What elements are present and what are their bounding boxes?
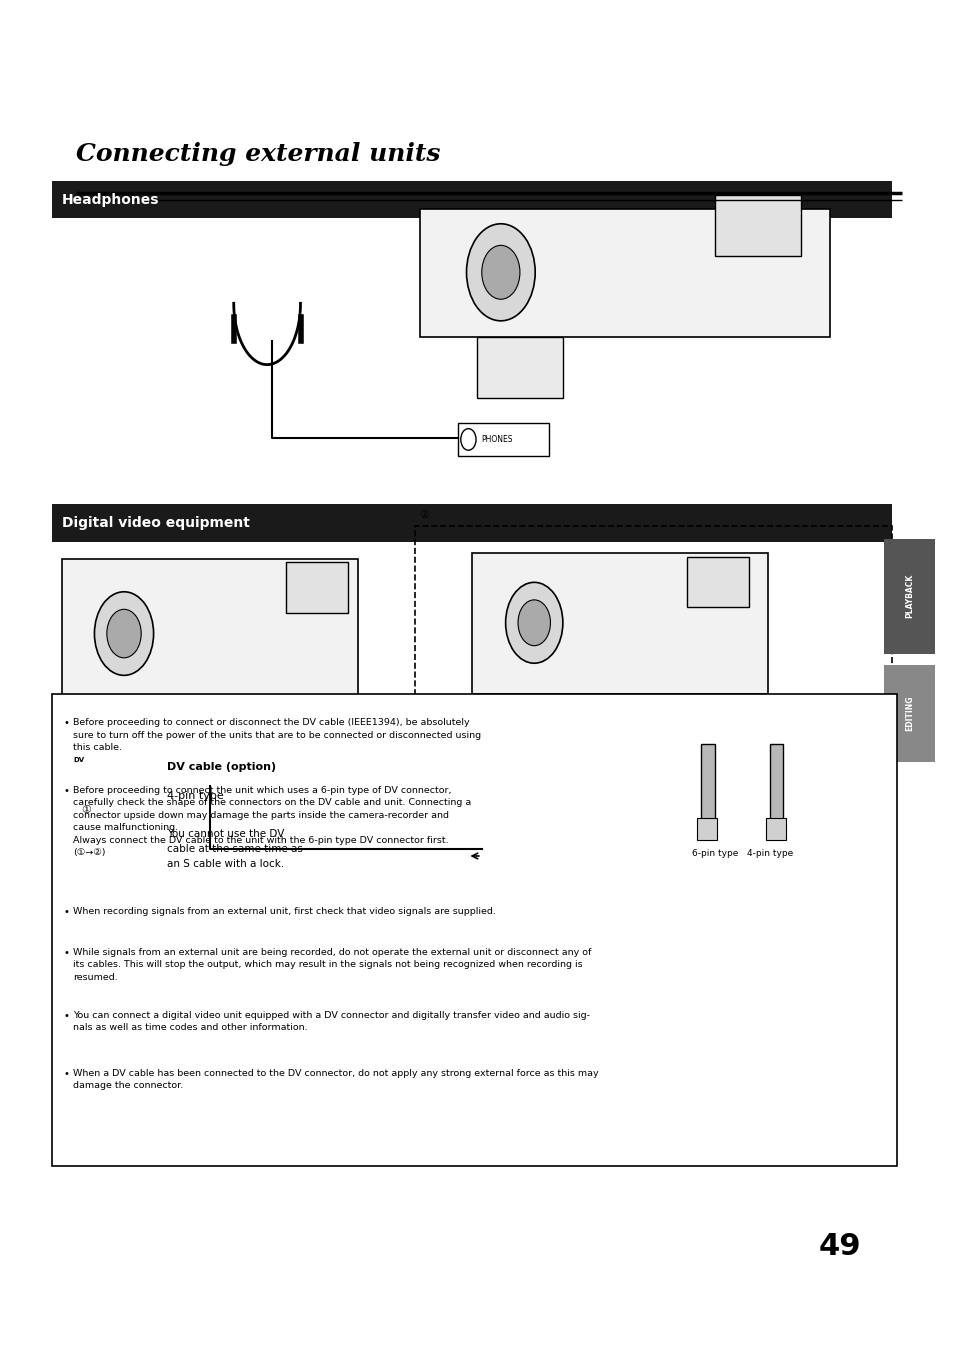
- FancyBboxPatch shape: [883, 665, 934, 762]
- FancyBboxPatch shape: [52, 694, 896, 1166]
- Circle shape: [107, 609, 141, 658]
- FancyBboxPatch shape: [286, 562, 348, 613]
- Text: While signals from an external unit are being recorded, do not operate the exter: While signals from an external unit are …: [73, 948, 591, 981]
- FancyBboxPatch shape: [62, 735, 357, 786]
- FancyBboxPatch shape: [472, 553, 767, 694]
- Text: When a DV cable has been connected to the DV connector, do not apply any strong : When a DV cable has been connected to th…: [73, 1069, 598, 1091]
- Text: You cannot use the DV
cable at the same time as
an S cable with a lock.: You cannot use the DV cable at the same …: [167, 829, 302, 868]
- Circle shape: [466, 224, 535, 321]
- FancyBboxPatch shape: [457, 423, 548, 456]
- Circle shape: [481, 245, 519, 299]
- FancyBboxPatch shape: [769, 744, 782, 822]
- Circle shape: [517, 600, 550, 646]
- Text: Headphones: Headphones: [62, 193, 159, 206]
- FancyBboxPatch shape: [739, 829, 765, 890]
- Text: •: •: [64, 1069, 70, 1078]
- FancyBboxPatch shape: [786, 829, 813, 890]
- FancyBboxPatch shape: [476, 337, 562, 398]
- FancyBboxPatch shape: [691, 829, 718, 890]
- Circle shape: [505, 582, 562, 663]
- FancyBboxPatch shape: [700, 744, 714, 822]
- Text: Connecting external units: Connecting external units: [76, 142, 440, 166]
- FancyBboxPatch shape: [715, 195, 801, 256]
- Text: 6-pin type   4-pin type: 6-pin type 4-pin type: [691, 849, 792, 859]
- Text: •: •: [64, 948, 70, 957]
- Text: ②: ②: [419, 510, 429, 520]
- Text: •: •: [64, 1011, 70, 1020]
- Text: Digital video equipment: Digital video equipment: [62, 516, 250, 530]
- Text: You can connect a digital video unit equipped with a DV connector and digitally : You can connect a digital video unit equ…: [73, 1011, 590, 1033]
- FancyBboxPatch shape: [472, 789, 853, 923]
- FancyBboxPatch shape: [510, 816, 634, 869]
- FancyBboxPatch shape: [883, 539, 934, 654]
- FancyBboxPatch shape: [52, 181, 891, 218]
- Circle shape: [94, 592, 153, 675]
- FancyBboxPatch shape: [52, 504, 891, 542]
- Text: •: •: [64, 786, 70, 795]
- Text: 4-pin type: 4-pin type: [167, 791, 223, 801]
- FancyBboxPatch shape: [697, 818, 717, 840]
- Text: EDITING: EDITING: [904, 696, 913, 731]
- FancyBboxPatch shape: [419, 209, 829, 337]
- FancyBboxPatch shape: [100, 708, 172, 759]
- Text: •: •: [64, 718, 70, 728]
- FancyBboxPatch shape: [686, 557, 748, 607]
- Text: PHONES: PHONES: [480, 435, 512, 443]
- Text: •: •: [64, 907, 70, 917]
- Text: 49: 49: [818, 1232, 860, 1262]
- Text: When recording signals from an external unit, first check that video signals are: When recording signals from an external …: [73, 907, 496, 917]
- FancyBboxPatch shape: [765, 818, 785, 840]
- Text: DV: DV: [73, 758, 85, 763]
- FancyBboxPatch shape: [510, 694, 581, 744]
- Text: ①: ①: [81, 805, 91, 816]
- Text: DV cable (option): DV cable (option): [167, 762, 275, 771]
- Text: PLAYBACK: PLAYBACK: [904, 574, 913, 617]
- Text: Before proceeding to connect the unit which uses a 6-pin type of DV connector,
c: Before proceeding to connect the unit wh…: [73, 786, 471, 857]
- FancyBboxPatch shape: [62, 559, 357, 708]
- Text: Before proceeding to connect or disconnect the DV cable (IEEE1394), be absolutel: Before proceeding to connect or disconne…: [73, 718, 481, 752]
